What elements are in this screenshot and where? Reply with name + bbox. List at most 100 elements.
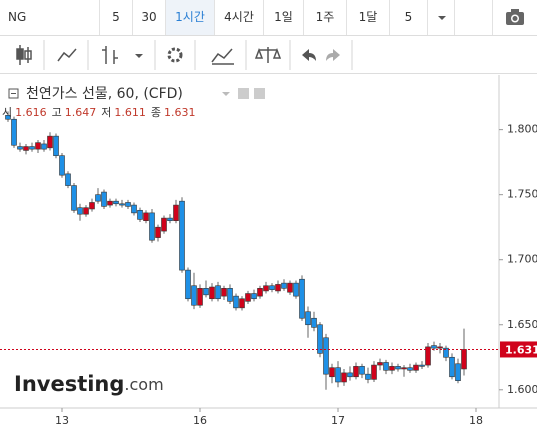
ohlc-key: 저 [101, 106, 111, 119]
candle-body [455, 363, 461, 381]
y-tick-label: 1.750 [507, 188, 537, 201]
ohlc-value: 1.611 [114, 106, 146, 119]
x-tick-label: 17 [331, 414, 345, 426]
candle-body [137, 209, 143, 220]
price-tag [500, 341, 537, 358]
candle-body [59, 155, 65, 176]
candle-body [449, 356, 455, 378]
interval-button[interactable]: 5 [100, 0, 133, 35]
candle-body [413, 364, 419, 371]
candle-body [71, 185, 77, 211]
candle-body [395, 366, 401, 370]
chart-title: 천연가스 선물, 60, (CFD) [26, 86, 183, 102]
candle-body [353, 366, 359, 378]
candle-body [311, 317, 317, 328]
camera-icon [506, 9, 524, 25]
interval-button-active[interactable]: 1시간 [166, 0, 215, 35]
settings-small-icon[interactable] [254, 88, 265, 99]
candle-body [185, 269, 191, 300]
candle-body [101, 191, 107, 207]
undo-icon[interactable] [302, 49, 316, 61]
candle-body [365, 373, 371, 380]
top-toolbar: NG 5 30 1시간 4시간 1일 1주 1달 5 [0, 0, 537, 36]
ohlc-value: 1.616 [15, 106, 47, 119]
candle-body [257, 288, 263, 297]
candle-body [149, 212, 155, 241]
candle-body [287, 282, 293, 293]
candle-body [233, 295, 239, 309]
candle-body [407, 367, 413, 371]
candle-body [347, 372, 353, 378]
candle-body [419, 364, 425, 367]
candle-body [107, 200, 113, 206]
candle-body [35, 142, 41, 150]
candle-body [29, 146, 35, 150]
candle-body [281, 282, 287, 289]
candle-body [431, 345, 437, 349]
candle-body [119, 203, 125, 206]
candle-body [95, 194, 101, 202]
candle-body [293, 282, 299, 297]
candle-body [131, 204, 137, 214]
candle-body [227, 288, 233, 302]
candle-body [335, 367, 341, 383]
candle-body [191, 285, 197, 306]
interval-button[interactable]: 1일 [264, 0, 304, 35]
candle-body [263, 285, 269, 292]
dropdown-arrow[interactable] [135, 54, 143, 58]
interval-button[interactable]: 30 [133, 0, 166, 35]
candle-body [377, 362, 383, 366]
candle-body [203, 288, 209, 296]
candle-body [125, 202, 131, 207]
candle-body [83, 207, 89, 215]
visibility-icon[interactable] [238, 88, 249, 99]
candle-body [437, 346, 443, 349]
candle-body [113, 200, 119, 205]
candle-body [77, 207, 83, 215]
price-tag-label: 1.631 [505, 343, 537, 356]
candle-body [245, 293, 251, 302]
ohlc-key: 고 [52, 106, 62, 119]
candle-body [23, 146, 29, 151]
candle-body [221, 288, 227, 297]
candle-body [323, 337, 329, 375]
y-tick-label: 1.650 [507, 318, 537, 331]
candle-body [443, 347, 449, 358]
candle-body [383, 362, 389, 371]
candle-body [65, 173, 71, 186]
title-dropdown[interactable] [222, 92, 230, 96]
interval-button[interactable]: 4시간 [215, 0, 264, 35]
y-tick-label: 1.600 [507, 383, 537, 396]
settings-icon[interactable] [167, 47, 183, 63]
candle-body [341, 372, 347, 383]
candle-icon[interactable] [16, 45, 32, 65]
candle-body [269, 285, 275, 290]
redo-icon[interactable] [326, 49, 340, 61]
x-tick-label: 16 [193, 414, 207, 426]
interval-button[interactable]: 5 [390, 0, 428, 35]
compare-icon[interactable] [254, 47, 282, 63]
candle-body [173, 204, 179, 221]
camera-button[interactable] [492, 0, 537, 35]
candle-body [47, 135, 53, 149]
ohlc-key: 종 [151, 106, 161, 119]
interval-button[interactable]: 1달 [347, 0, 390, 35]
candle-body [89, 202, 95, 210]
ohlc-legend: 시 1.616 고 1.647 저 1.611 종 1.631 [2, 106, 196, 119]
interval-button[interactable]: 1주 [304, 0, 347, 35]
candle-body [161, 217, 167, 232]
interval-dropdown[interactable] [428, 0, 455, 35]
candle-body [197, 288, 203, 306]
bar-icon[interactable] [102, 46, 118, 64]
dropdown-arrow [438, 16, 446, 20]
symbol-input[interactable]: NG [0, 0, 100, 35]
line-icon[interactable] [57, 48, 77, 62]
indicator-icon[interactable] [211, 48, 234, 65]
ohlc-value: 1.631 [164, 106, 196, 119]
candle-body [155, 226, 161, 238]
x-tick-label: 13 [55, 414, 69, 426]
candle-body [11, 118, 17, 146]
candle-body [317, 324, 323, 354]
candle-body [425, 346, 431, 366]
